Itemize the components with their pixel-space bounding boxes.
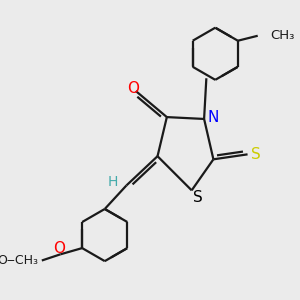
- Text: O: O: [53, 241, 65, 256]
- Text: S: S: [251, 147, 260, 162]
- Text: O: O: [127, 81, 139, 96]
- Text: S: S: [193, 190, 203, 205]
- Text: N: N: [207, 110, 218, 125]
- Text: CH₃: CH₃: [270, 29, 295, 42]
- Text: H: H: [108, 175, 118, 189]
- Text: O‒CH₃: O‒CH₃: [0, 254, 39, 267]
